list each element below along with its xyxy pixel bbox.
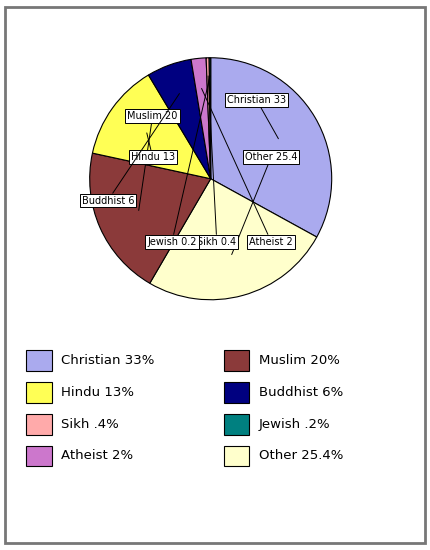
Text: Sikh .4%: Sikh .4% [61, 417, 119, 431]
Text: Christian 33%: Christian 33% [61, 354, 154, 367]
Wedge shape [148, 59, 211, 179]
Text: Buddhist 6%: Buddhist 6% [259, 386, 343, 399]
Text: Sikh 0.4: Sikh 0.4 [197, 76, 236, 246]
Wedge shape [90, 153, 211, 283]
Wedge shape [211, 58, 332, 237]
Text: Muslim 20%: Muslim 20% [259, 354, 340, 367]
Text: Muslim 20: Muslim 20 [127, 111, 178, 211]
Text: Atheist 2: Atheist 2 [202, 89, 293, 246]
Wedge shape [209, 58, 211, 179]
Text: Atheist 2%: Atheist 2% [61, 449, 133, 463]
Wedge shape [150, 179, 317, 300]
Text: Other 25.4: Other 25.4 [232, 152, 298, 255]
Wedge shape [191, 58, 211, 179]
Text: Jewish .2%: Jewish .2% [259, 417, 331, 431]
Text: Jewish 0.2: Jewish 0.2 [147, 76, 210, 246]
Wedge shape [206, 58, 211, 179]
Text: Hindu 13%: Hindu 13% [61, 386, 134, 399]
Text: Other 25.4%: Other 25.4% [259, 449, 343, 463]
Text: Buddhist 6: Buddhist 6 [82, 94, 179, 206]
Wedge shape [92, 75, 211, 179]
Text: Christian 33: Christian 33 [227, 95, 286, 139]
Text: Hindu 13: Hindu 13 [131, 133, 175, 162]
